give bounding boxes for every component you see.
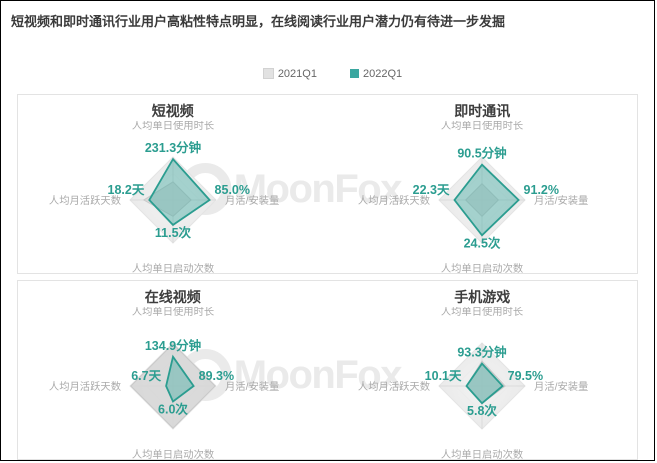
svg-text:134.9分钟: 134.9分钟	[145, 338, 201, 353]
svg-text:10.1天: 10.1天	[425, 369, 462, 383]
svg-text:90.5分钟: 90.5分钟	[458, 146, 507, 161]
svg-text:人均单日启动次数: 人均单日启动次数	[132, 448, 214, 459]
svg-text:89.3%: 89.3%	[198, 369, 233, 383]
svg-text:人均单日启动次数: 人均单日启动次数	[441, 262, 523, 273]
svg-text:人均单日使用时长: 人均单日使用时长	[132, 307, 214, 318]
svg-text:人均单日使用时长: 人均单日使用时长	[441, 121, 523, 132]
svg-text:人均单日使用时长: 人均单日使用时长	[132, 121, 214, 132]
svg-text:91.2%: 91.2%	[524, 183, 559, 197]
svg-text:人均单日启动次数: 人均单日启动次数	[132, 262, 214, 273]
svg-text:93.3分钟: 93.3分钟	[458, 345, 507, 360]
svg-text:6.7天: 6.7天	[131, 369, 161, 383]
svg-text:11.5次: 11.5次	[155, 225, 192, 240]
svg-text:5.8次: 5.8次	[467, 403, 497, 418]
svg-text:人均月活跃天数: 人均月活跃天数	[49, 380, 121, 393]
svg-text:231.3分钟: 231.3分钟	[145, 140, 201, 155]
svg-text:79.5%: 79.5%	[508, 369, 543, 383]
svg-text:人均单日使用时长: 人均单日使用时长	[441, 307, 523, 318]
svg-text:人均月活跃天数: 人均月活跃天数	[358, 380, 430, 393]
svg-text:22.3天: 22.3天	[413, 183, 450, 197]
svg-text:18.2天: 18.2天	[107, 183, 144, 197]
svg-text:85.0%: 85.0%	[214, 183, 249, 197]
svg-text:人均单日启动次数: 人均单日启动次数	[441, 448, 523, 459]
svg-text:24.5次: 24.5次	[464, 235, 501, 250]
svg-text:6.0次: 6.0次	[158, 401, 188, 416]
